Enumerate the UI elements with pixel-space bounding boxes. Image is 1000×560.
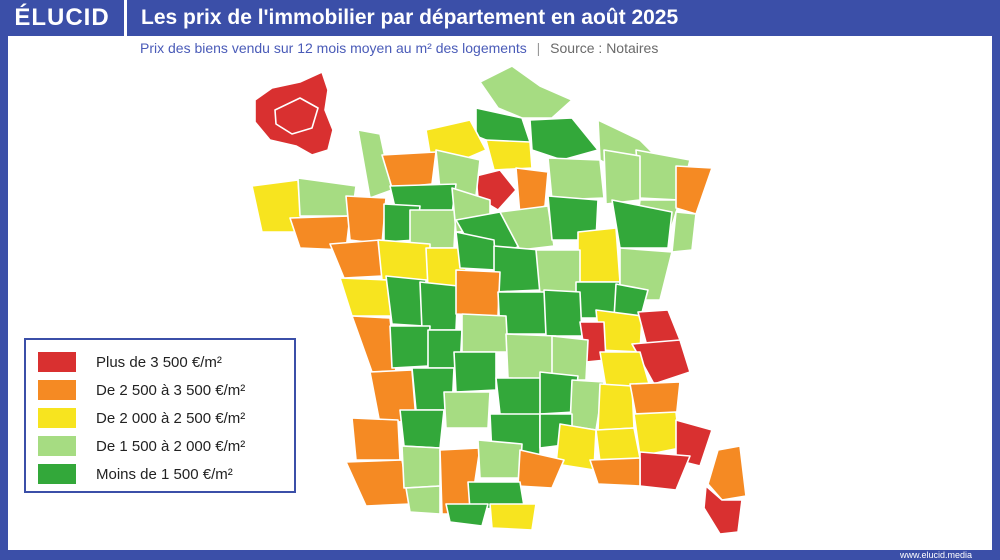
legend-swatch <box>38 464 76 484</box>
legend-item: De 1 500 à 2 000 €/m² <box>38 432 282 460</box>
legend-label: De 1 500 à 2 000 €/m² <box>96 437 246 455</box>
legend-swatch <box>38 352 76 372</box>
charente-region <box>389 325 431 369</box>
savoie-region <box>631 339 691 385</box>
alpes-maritimes-region <box>675 419 713 467</box>
marne-region <box>547 157 605 201</box>
map-legend: Plus de 3 500 €/m² De 2 500 à 3 500 €/m²… <box>24 338 296 493</box>
haut-rhin-region <box>671 211 697 253</box>
source-label: Source : Notaires <box>550 40 659 56</box>
calvados-region <box>381 151 437 189</box>
brand-logo[interactable]: ÉLUCID <box>14 4 110 31</box>
footer-url[interactable]: www.elucid.media <box>899 550 972 560</box>
haute-marne-region <box>577 227 621 283</box>
oise-region <box>485 139 533 171</box>
subtitle-text: Prix des biens vendu sur 12 mois moyen a… <box>140 40 527 56</box>
landes-region <box>351 417 401 461</box>
haute-corse-region <box>707 445 747 501</box>
paris-inset-region <box>254 71 334 156</box>
legend-label: De 2 500 à 3 500 €/m² <box>96 381 246 399</box>
subtitle-separator: | <box>536 40 541 56</box>
charente-maritime-region <box>351 315 397 373</box>
vosges-region <box>611 199 673 249</box>
yonne-region <box>499 205 555 251</box>
saone-et-loire-region <box>543 289 583 337</box>
drome-region <box>597 383 635 431</box>
legend-label: Plus de 3 500 €/m² <box>96 353 222 371</box>
lot-region <box>443 391 491 429</box>
page-title: Les prix de l'immobilier par département… <box>141 6 679 29</box>
legend-label: De 2 000 à 2 500 €/m² <box>96 409 246 427</box>
vaucluse-region <box>595 427 641 463</box>
ariege-region <box>445 503 489 527</box>
gers-region <box>401 445 441 489</box>
legend-item: De 2 500 à 3 500 €/m² <box>38 376 282 404</box>
tarn-region <box>477 439 523 479</box>
map-subtitle: Prix des biens vendu sur 12 mois moyen a… <box>140 40 658 56</box>
legend-item: Plus de 3 500 €/m² <box>38 348 282 376</box>
vendee-region <box>339 277 395 317</box>
legend-label: Moins de 1 500 €/m² <box>96 465 233 483</box>
legend-swatch <box>38 436 76 456</box>
loire-region <box>551 335 589 381</box>
header-bar: ÉLUCID Les prix de l'immobilier par dépa… <box>0 0 1000 36</box>
corse-du-sud-region <box>703 485 743 535</box>
indre-region <box>455 269 501 317</box>
nord-region <box>479 65 573 119</box>
nievre-region <box>535 249 581 295</box>
lot-et-garonne-region <box>399 409 445 449</box>
cantal-region <box>495 377 543 417</box>
hautes-pyrenees-region <box>405 485 441 515</box>
maine-et-loire-region <box>377 239 431 281</box>
meuse-region <box>603 149 641 205</box>
pyrenees-orientales-region <box>489 503 537 531</box>
somme-region <box>529 117 599 161</box>
legend-swatch <box>38 380 76 400</box>
paris-inset-border <box>274 97 319 135</box>
cher-region <box>493 245 541 293</box>
herault-region <box>517 449 565 489</box>
loire-atlantique-region <box>329 239 385 279</box>
pyrenees-atlantiques-region <box>345 459 411 507</box>
var-region <box>639 451 691 491</box>
legend-item: Moins de 1 500 €/m² <box>38 460 282 488</box>
bouches-du-rhone-region <box>589 457 641 487</box>
creuse-region <box>461 313 509 353</box>
correze-region <box>453 351 497 393</box>
legend-swatch <box>38 408 76 428</box>
alpes-haute-provence-region <box>633 411 681 457</box>
ille-et-vilaine-region <box>345 195 387 245</box>
bas-rhin-region <box>675 165 713 215</box>
vienne-region <box>419 281 459 331</box>
legend-item: De 2 000 à 2 500 €/m² <box>38 404 282 432</box>
header-separator <box>124 0 127 36</box>
